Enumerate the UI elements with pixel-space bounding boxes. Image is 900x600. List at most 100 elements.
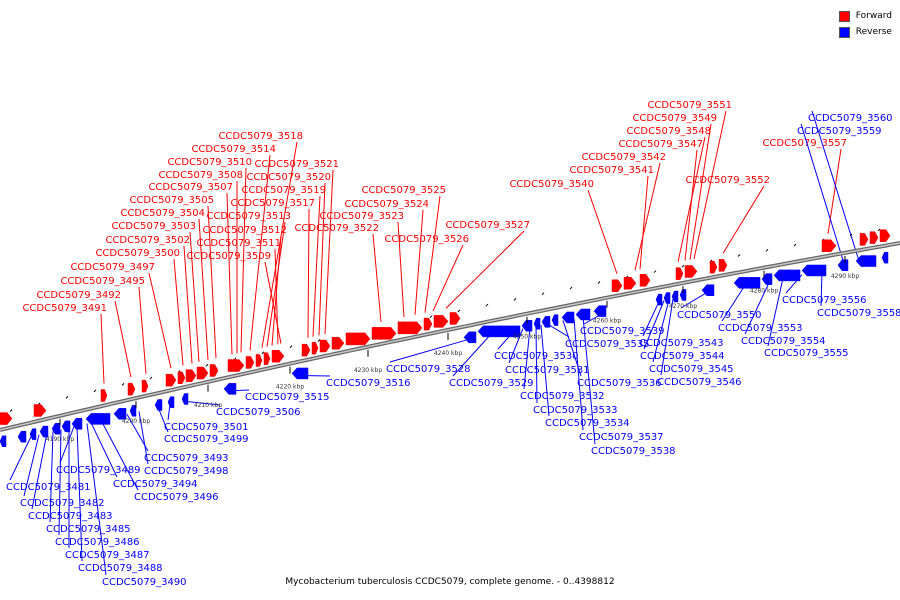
gene-label: CCDC5079_3499 [164, 434, 249, 445]
leader-line [445, 230, 525, 309]
leader-line [508, 328, 524, 364]
gene-label: CCDC5079_3554 [741, 336, 826, 347]
gene-label: CCDC5079_3544 [640, 351, 725, 362]
scale-tick-label: 4270 kbp [669, 303, 697, 310]
reverse-gene [181, 393, 189, 405]
gene-label: CCDC5079_3505 [129, 195, 214, 206]
gene-label: CCDC5079_3526 [384, 234, 469, 245]
reverse-gene [39, 425, 49, 438]
gene-label: CCDC5079_3500 [95, 248, 180, 259]
forward-gene [127, 382, 136, 396]
leader-line [157, 406, 169, 433]
forward-gene [0, 412, 13, 425]
gene-label: CCDC5079_3551 [647, 100, 732, 111]
leader-line [23, 434, 40, 497]
scale-tick-label: 4280 kbp [750, 288, 778, 295]
gene-label: CCDC5079_3520 [246, 172, 331, 183]
leader-line [693, 110, 727, 259]
reverse-gene [855, 255, 877, 267]
forward-gene [165, 373, 177, 387]
reverse-gene [655, 293, 663, 306]
reverse-gene [223, 383, 237, 395]
leader-line [114, 300, 132, 378]
leader-line [397, 221, 405, 318]
track-marker [765, 248, 769, 252]
track-marker [597, 281, 601, 284]
gene-label: CCDC5079_3493 [144, 453, 229, 464]
leader-line [827, 148, 842, 234]
reverse-gene [113, 408, 127, 420]
gene-label: CCDC5079_3534 [545, 418, 630, 429]
leader-line [820, 270, 823, 307]
forward-gene [397, 321, 423, 335]
leader-line [318, 182, 326, 336]
reverse-gene [551, 314, 559, 326]
leader-line [722, 185, 765, 254]
forward-gene [331, 336, 345, 350]
reverse-gene [663, 292, 671, 304]
reverse-gene [881, 251, 889, 264]
gene-label: CCDC5079_3487 [65, 550, 150, 561]
forward-gene [301, 343, 311, 357]
forward-gene [433, 315, 449, 328]
leader-line [652, 299, 670, 363]
leader-line [660, 298, 674, 376]
forward-gene [623, 276, 637, 290]
track-marker [317, 339, 321, 342]
scale-tick-label: 4200 kbp [122, 418, 150, 425]
scale-tick-label: 4290 kbp [831, 273, 859, 280]
reverse-swatch-icon [838, 26, 850, 38]
gene-label: CCDC5079_3543 [639, 338, 724, 349]
forward-gene [449, 312, 461, 325]
leader-line [100, 419, 139, 491]
track-marker [429, 315, 433, 319]
gene-label: CCDC5079_3545 [649, 364, 734, 375]
gene-label: CCDC5079_3495 [60, 276, 145, 287]
gene-label: CCDC5079_3517 [230, 198, 315, 209]
reverse-gene [463, 331, 477, 344]
gene-label: CCDC5079_3488 [78, 563, 163, 574]
gene-label: CCDC5079_3547 [618, 139, 703, 150]
forward-gene [255, 354, 263, 367]
track-marker [289, 345, 293, 348]
forward-gene [271, 350, 285, 363]
gene-label: CCDC5079_3558 [817, 308, 900, 319]
scale-tick-label: 4250 kbp [513, 334, 541, 341]
track-marker [93, 389, 97, 393]
leader-line [684, 149, 698, 261]
leader-line [249, 154, 271, 351]
forward-gene [371, 327, 397, 340]
gene-label: CCDC5079_3482 [20, 498, 105, 509]
scale-tick-label: 4190 kbp [46, 436, 74, 443]
reverse-gene [129, 405, 137, 417]
forward-gene [319, 339, 331, 353]
leader-line [540, 324, 550, 417]
reverse-gene [29, 428, 37, 440]
forward-gene [859, 233, 869, 246]
gene-label: CCDC5079_3502 [105, 235, 190, 246]
gene-label: CCDC5079_3533 [533, 405, 618, 416]
leader-line [642, 301, 660, 337]
forward-gene [869, 231, 879, 244]
forward-gene [185, 369, 197, 382]
reverse-gene [541, 316, 551, 328]
track-marker [849, 233, 853, 237]
leader-line [414, 209, 424, 315]
reverse-gene [71, 418, 83, 430]
gene-label: CCDC5079_3555 [764, 348, 849, 359]
gene-label: CCDC5079_3485 [46, 524, 131, 535]
gene-label: CCDC5079_3531 [505, 365, 590, 376]
forward-gene [684, 265, 698, 278]
leader-line [523, 327, 531, 390]
reverse-gene [291, 367, 309, 380]
gene-label: CCDC5079_3489 [56, 465, 141, 476]
leader-line [266, 221, 286, 347]
gene-label: CCDC5079_3481 [6, 482, 91, 493]
forward-gene [263, 352, 271, 365]
track-marker [485, 303, 489, 307]
gene-label: CCDC5079_3492 [36, 290, 121, 301]
gene-label: CCDC5079_3540 [509, 179, 594, 190]
reverse-gene [679, 289, 687, 301]
gene-label: CCDC5079_3523 [319, 211, 404, 222]
track-marker [121, 383, 125, 386]
